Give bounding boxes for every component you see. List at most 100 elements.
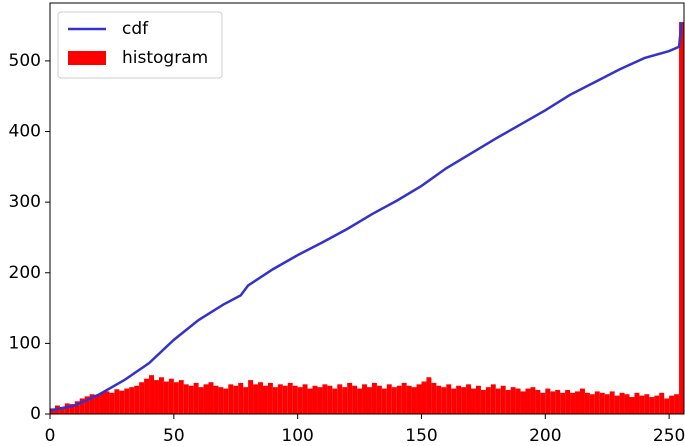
histogram-bar <box>490 384 496 414</box>
histogram-bar <box>282 385 288 414</box>
histogram-bar <box>114 389 120 414</box>
histogram-bar <box>272 387 278 414</box>
histogram-bar <box>312 385 318 414</box>
histogram-bar <box>530 387 536 414</box>
histogram-bar <box>614 395 620 414</box>
histogram-bar <box>292 385 298 414</box>
histogram-bar <box>109 392 115 414</box>
histogram-bar <box>178 380 184 414</box>
histogram-bar <box>332 388 338 414</box>
histogram-bar <box>258 382 263 414</box>
histogram-bar <box>233 385 239 414</box>
histogram-bar <box>238 382 244 414</box>
cdf-line <box>49 21 683 412</box>
histogram-bar <box>456 385 462 414</box>
histogram-bar <box>352 385 358 414</box>
histogram-bar <box>213 385 219 414</box>
histogram-bar <box>575 391 580 414</box>
histogram-bar <box>59 406 65 414</box>
histogram-bar <box>421 381 427 414</box>
histogram-bar <box>154 380 159 414</box>
histogram-bar <box>188 385 194 414</box>
histogram-bar <box>624 394 630 414</box>
histogram-bar <box>649 397 655 414</box>
x-tick-label: 50 <box>163 426 185 446</box>
histogram-bar <box>485 387 491 414</box>
y-tick-label: 200 <box>9 263 41 283</box>
histogram-bar <box>168 378 174 414</box>
histogram-bar <box>461 387 467 414</box>
histogram-bar <box>550 391 556 414</box>
histogram-bar <box>347 382 353 414</box>
histogram-bar <box>426 377 432 414</box>
histogram-bar <box>659 392 665 414</box>
histogram-bar <box>69 404 75 414</box>
histogram-bar <box>515 388 521 414</box>
histogram-bar <box>619 392 625 414</box>
legend-label: cdf <box>122 19 149 39</box>
histogram-bar <box>267 382 273 414</box>
histogram-bar <box>525 388 531 414</box>
histogram-bar <box>565 389 571 414</box>
histogram-bar <box>104 391 110 414</box>
histogram-bar <box>124 388 130 414</box>
histogram-bar <box>139 382 145 414</box>
histogram-bar <box>198 387 204 414</box>
histogram-bar <box>218 387 224 414</box>
histogram-bar <box>505 389 511 414</box>
histogram-bar <box>654 395 660 414</box>
histogram-bar <box>158 377 164 414</box>
histogram-bar <box>376 385 382 414</box>
histogram-bar <box>262 385 268 414</box>
y-tick-label: 300 <box>9 192 41 212</box>
histogram-bar <box>520 391 526 414</box>
histogram-bar <box>510 387 516 414</box>
histogram-bar <box>540 392 546 414</box>
histogram-bar <box>253 384 259 414</box>
histogram-bar <box>208 382 214 414</box>
histogram-bar <box>149 375 155 414</box>
histogram-bar <box>475 385 481 414</box>
histogram-bar <box>416 384 422 414</box>
histogram-bar <box>64 403 70 414</box>
histogram-bar <box>248 380 254 414</box>
histogram-bar <box>609 391 615 414</box>
histogram-bar <box>79 398 85 414</box>
histogram-bar <box>495 388 501 414</box>
histogram-bar <box>431 382 437 414</box>
histogram-bar <box>183 384 189 414</box>
histogram-bar <box>371 382 377 414</box>
histogram-bar <box>357 388 363 414</box>
histogram-bar <box>570 392 576 414</box>
histogram-bar <box>119 390 125 414</box>
histogram-bar <box>639 395 645 414</box>
histogram-bar <box>342 387 348 414</box>
histogram-bar <box>381 388 387 414</box>
histogram-bar <box>362 384 367 414</box>
histogram-bar <box>391 387 397 414</box>
x-tick-label: 100 <box>281 426 313 446</box>
histogram-bar <box>466 384 472 414</box>
histogram-bar <box>94 395 100 414</box>
histogram-bar <box>480 389 486 414</box>
histogram-bar <box>173 382 179 414</box>
histogram-bar <box>579 388 585 414</box>
histogram-bar <box>302 384 308 414</box>
histogram-bar <box>203 384 209 414</box>
histogram-bar <box>367 387 372 414</box>
histogram-bar <box>327 385 333 414</box>
histogram-bar <box>555 389 561 414</box>
histogram-bar <box>634 392 640 414</box>
histogram-bar <box>451 388 457 414</box>
histogram-bar <box>406 385 412 414</box>
histogram-bar <box>163 381 169 414</box>
histogram-bar <box>441 387 447 414</box>
legend-label: histogram <box>122 48 208 68</box>
histogram-bar <box>74 401 80 414</box>
histogram-bar <box>89 394 95 414</box>
x-tick-label: 200 <box>529 426 561 446</box>
histogram-bar <box>386 384 392 414</box>
histogram-bar <box>307 388 313 414</box>
